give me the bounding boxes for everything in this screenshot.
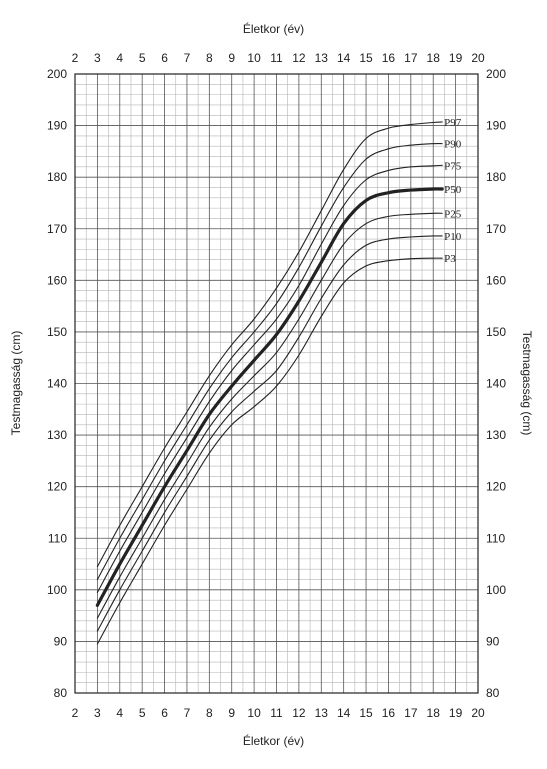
x-tick-label-top: 7 <box>184 51 191 65</box>
y-tick-label-left: 140 <box>47 377 67 391</box>
x-tick-label-bottom: 6 <box>161 706 168 720</box>
x-tick-label-bottom: 14 <box>337 706 351 720</box>
x-tick-label-bottom: 2 <box>72 706 79 720</box>
x-tick-label-top: 8 <box>206 51 213 65</box>
percentile-curve-p50 <box>95 187 444 607</box>
x-tick-label-top: 12 <box>292 51 306 65</box>
x-tick-label-top: 9 <box>228 51 235 65</box>
y-tick-label-left: 130 <box>47 428 67 442</box>
x-tick-label-bottom: 8 <box>206 706 213 720</box>
x-tick-label-top: 2 <box>72 51 79 65</box>
x-tick-label-bottom: 12 <box>292 706 306 720</box>
x-tick-label-top: 10 <box>247 51 261 65</box>
x-tick-label-bottom: 7 <box>184 706 191 720</box>
x-tick-label-bottom: 4 <box>116 706 123 720</box>
x-tick-label-bottom: 3 <box>94 706 101 720</box>
series-label-p75: P75 <box>444 160 462 172</box>
percentile-curve-p97 <box>96 121 443 568</box>
series-label-p50: P50 <box>444 184 462 196</box>
x-tick-label-top: 6 <box>161 51 168 65</box>
x-tick-label-top: 20 <box>471 51 485 65</box>
x-axis-title-top: Életkor (év) <box>242 22 305 36</box>
y-tick-label-right: 110 <box>486 531 505 545</box>
series-label-p3: P3 <box>444 253 456 265</box>
x-tick-label-top: 5 <box>139 51 146 65</box>
y-tick-label-left: 90 <box>54 634 68 648</box>
y-tick-label-right: 200 <box>486 67 506 81</box>
x-tick-label-bottom: 11 <box>270 706 283 720</box>
plot-border <box>74 73 479 694</box>
y-tick-label-left: 200 <box>47 67 67 81</box>
series-label-p25: P25 <box>444 208 462 220</box>
y-tick-label-right: 140 <box>486 377 506 391</box>
x-axis-title-bottom: Életkor (év) <box>242 734 305 748</box>
x-tick-label-top: 19 <box>449 51 463 65</box>
percentile-curve-p3 <box>96 257 443 645</box>
percentile-curve-p90 <box>96 142 443 581</box>
y-tick-label-right: 160 <box>486 273 506 287</box>
series-labels: P97 P90 P75 P50 P25 P10 P3 <box>444 117 462 265</box>
percentile-curve-p10 <box>96 235 443 632</box>
x-tick-label-top: 11 <box>270 51 283 65</box>
y-tick-label-right: 90 <box>486 634 500 648</box>
series-label-p97: P97 <box>444 117 462 129</box>
x-tick-label-bottom: 9 <box>228 706 235 720</box>
y-tick-label-left: 150 <box>47 325 67 339</box>
x-tick-label-bottom: 13 <box>315 706 329 720</box>
x-tick-label-top: 16 <box>382 51 396 65</box>
y-tick-label-left: 100 <box>47 583 67 597</box>
x-tick-label-top: 13 <box>315 51 329 65</box>
percentile-curve-p25 <box>96 212 443 619</box>
y-tick-label-left: 170 <box>47 222 67 236</box>
x-tick-label-bottom: 10 <box>247 706 261 720</box>
plot-frame <box>74 73 479 694</box>
x-tick-label-top: 14 <box>337 51 351 65</box>
y-tick-label-right: 150 <box>486 325 506 339</box>
series-label-p90: P90 <box>444 139 462 151</box>
x-tick-label-top: 18 <box>427 51 441 65</box>
x-tick-label-bottom: 17 <box>404 706 418 720</box>
y-tick-label-right: 120 <box>486 480 506 494</box>
y-tick-label-right: 80 <box>486 686 500 700</box>
y-tick-label-left: 190 <box>47 119 67 133</box>
y-tick-label-left: 120 <box>47 480 67 494</box>
y-tick-label-left: 110 <box>48 531 67 545</box>
y-tick-label-left: 80 <box>54 686 68 700</box>
x-tick-label-bottom: 16 <box>382 706 396 720</box>
y-tick-label-right: 100 <box>486 583 506 597</box>
y-tick-label-right: 190 <box>486 119 506 133</box>
y-tick-label-left: 160 <box>47 273 67 287</box>
y-tick-label-left: 180 <box>47 170 67 184</box>
x-tick-label-top: 4 <box>116 51 123 65</box>
series-label-p10: P10 <box>444 231 462 243</box>
x-tick-label-bottom: 15 <box>359 706 373 720</box>
x-tick-label-top: 15 <box>359 51 373 65</box>
percentile-curves <box>95 121 444 645</box>
y-tick-label-right: 130 <box>486 428 506 442</box>
grid <box>74 73 479 694</box>
x-tick-label-bottom: 18 <box>427 706 441 720</box>
y-tick-label-right: 180 <box>486 170 506 184</box>
x-tick-label-bottom: 5 <box>139 706 146 720</box>
tick-labels: 2 2 3 3 4 4 5 5 6 6 7 7 8 8 9 9 10 10 11 11 12 12 13 13 14 14 15 15… <box>47 51 506 720</box>
x-tick-label-top: 3 <box>94 51 101 65</box>
x-tick-label-bottom: 19 <box>449 706 463 720</box>
percentile-curve-p75 <box>96 164 443 593</box>
x-tick-label-top: 17 <box>404 51 418 65</box>
x-tick-label-bottom: 20 <box>471 706 485 720</box>
y-tick-label-right: 170 <box>486 222 506 236</box>
